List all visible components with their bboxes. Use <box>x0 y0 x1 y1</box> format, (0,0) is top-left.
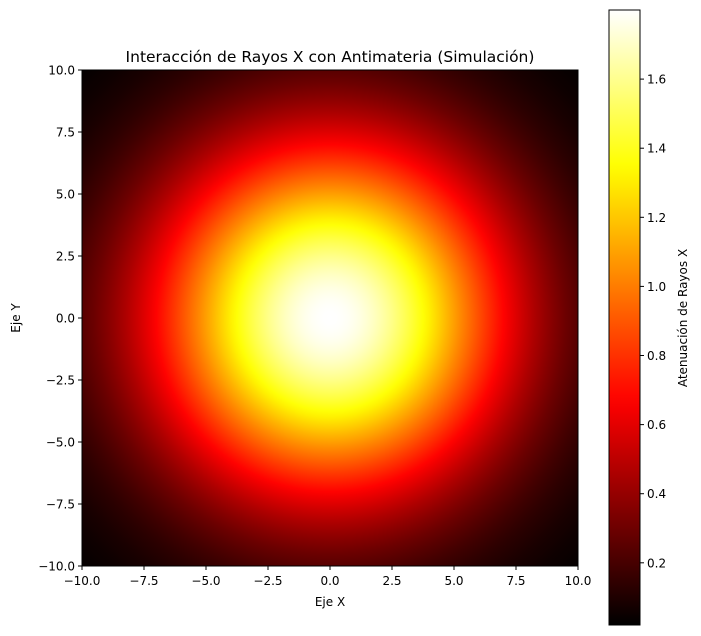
colorbar-tick-label: 1.4 <box>647 142 666 156</box>
colorbar-tick-label: 1.0 <box>647 280 666 294</box>
x-tick-label: 5.0 <box>444 574 463 588</box>
colorbar-gradient-rect <box>609 10 640 625</box>
colorbar-frame <box>608 9 641 626</box>
colorbar-tick-label: 0.6 <box>647 418 666 432</box>
x-tick-label: −5.0 <box>191 574 220 588</box>
y-tick-label: −7.5 <box>46 498 75 512</box>
colorbar-tick-label: 0.2 <box>647 556 666 570</box>
colorbar: 0.2 0.4 0.6 0.8 1.0 1.2 1.4 1.6 Atenuación de R… <box>608 9 690 626</box>
x-axis-ticks: −10.0 −7.5 −5.0 −2.5 0.0 2.5 5.0 7.5 10.0 <box>64 566 592 588</box>
y-tick-label: 0.0 <box>56 312 75 326</box>
colorbar-tick-label: 0.8 <box>647 349 666 363</box>
colorbar-ticks: 0.2 0.4 0.6 0.8 1.0 1.2 1.4 1.6 <box>640 73 666 570</box>
x-tick-label: 0.0 <box>320 574 339 588</box>
y-tick-label: 10.0 <box>48 64 75 78</box>
y-tick-label: −5.0 <box>46 436 75 450</box>
x-tick-label: −2.5 <box>253 574 282 588</box>
chart-title: Interacción de Rayos X con Antimateria (… <box>126 48 535 66</box>
x-tick-label: −7.5 <box>129 574 158 588</box>
y-tick-label: 5.0 <box>56 188 75 202</box>
x-tick-label: 10.0 <box>565 574 592 588</box>
y-tick-label: 2.5 <box>56 250 75 264</box>
colorbar-label: Atenuación de Rayos X <box>676 249 690 387</box>
y-tick-label: 7.5 <box>56 126 75 140</box>
colorbar-tick-label: 1.6 <box>647 73 666 87</box>
y-tick-label: −2.5 <box>46 374 75 388</box>
x-axis-label: Eje X <box>315 595 345 609</box>
y-tick-label: −10.0 <box>38 560 75 574</box>
x-tick-label: −10.0 <box>64 574 101 588</box>
y-axis-ticks: −10.0 −7.5 −5.0 −2.5 0.0 2.5 5.0 7.5 10.0 <box>38 64 82 574</box>
x-tick-label: 2.5 <box>382 574 401 588</box>
y-axis-label: Eje Y <box>9 303 23 333</box>
x-tick-label: 7.5 <box>506 574 525 588</box>
heatmap-image <box>82 70 578 566</box>
plot-area <box>81 69 579 567</box>
colorbar-tick-label: 1.2 <box>647 211 666 225</box>
colorbar-tick-label: 0.4 <box>647 487 666 501</box>
